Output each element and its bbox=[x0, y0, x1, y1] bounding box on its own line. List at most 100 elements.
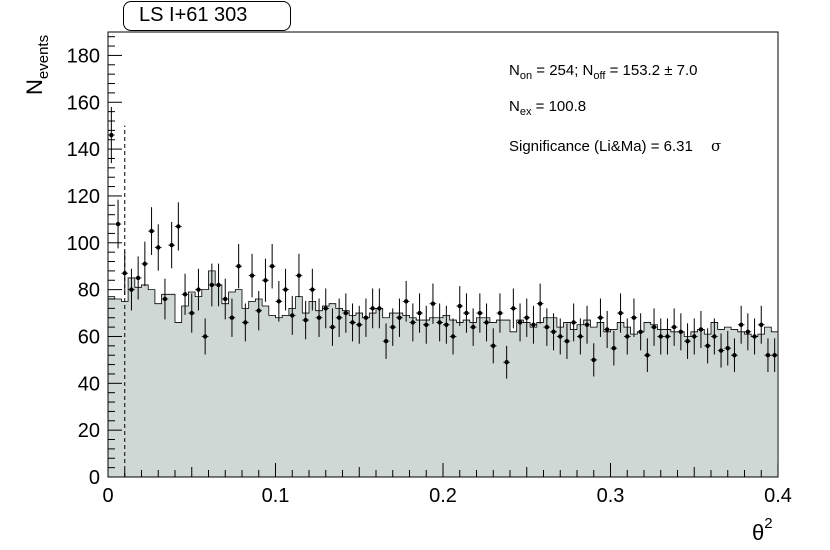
on-marker bbox=[350, 320, 355, 325]
on-marker bbox=[625, 334, 630, 339]
title-box bbox=[123, 1, 291, 31]
on-data-point bbox=[717, 333, 725, 368]
on-data-point bbox=[583, 305, 591, 344]
on-data-point bbox=[597, 298, 604, 337]
on-data-point bbox=[429, 283, 437, 324]
on-marker bbox=[135, 275, 141, 281]
on-marker bbox=[564, 338, 570, 344]
on-data-point bbox=[449, 318, 457, 355]
stat-non-sub: on bbox=[519, 70, 533, 82]
on-data-point bbox=[771, 338, 778, 373]
y-tick-label: 100 bbox=[67, 233, 100, 255]
on-marker bbox=[511, 306, 516, 311]
on-data-point bbox=[677, 313, 685, 351]
on-marker bbox=[122, 271, 127, 276]
on-data-point bbox=[362, 298, 370, 337]
on-marker bbox=[229, 315, 235, 320]
stat-significance: Significance (Li&Ma) = 6.31 σ bbox=[509, 137, 721, 155]
on-marker bbox=[578, 334, 583, 339]
on-data-point bbox=[302, 300, 309, 340]
on-data-point bbox=[329, 308, 336, 346]
on-marker bbox=[196, 287, 201, 292]
stat-significance-text: Significance (Li&Ma) = 6.31 bbox=[509, 138, 693, 155]
on-marker bbox=[430, 301, 436, 306]
on-marker bbox=[343, 310, 349, 316]
on-marker bbox=[296, 273, 302, 278]
on-marker bbox=[591, 357, 596, 363]
on-data-point bbox=[262, 258, 269, 302]
on-marker bbox=[665, 334, 670, 339]
on-marker bbox=[370, 306, 375, 311]
on-marker bbox=[678, 329, 684, 334]
on-marker bbox=[645, 353, 650, 358]
on-marker bbox=[658, 334, 663, 339]
on-marker bbox=[457, 303, 462, 309]
on-marker bbox=[283, 287, 288, 292]
on-data-point bbox=[422, 305, 430, 344]
on-marker bbox=[611, 345, 617, 351]
on-data-point bbox=[342, 293, 350, 333]
stat-non-value: = 254; N bbox=[532, 62, 594, 79]
on-marker bbox=[149, 228, 154, 234]
on-marker bbox=[243, 320, 248, 325]
y-tick-label: 0 bbox=[89, 467, 100, 489]
x-axis-label: θ2 bbox=[752, 515, 773, 545]
on-data-point bbox=[503, 345, 510, 379]
on-marker bbox=[558, 334, 563, 339]
stat-non-label: N bbox=[509, 62, 520, 79]
on-marker bbox=[216, 282, 221, 288]
y-tick-label: 80 bbox=[78, 280, 100, 302]
x-tick-label: 0 bbox=[102, 485, 113, 507]
on-marker bbox=[303, 317, 308, 323]
on-data-point bbox=[670, 308, 678, 346]
on-marker bbox=[752, 334, 757, 339]
on-data-point bbox=[255, 291, 263, 331]
on-data-point bbox=[322, 288, 330, 329]
on-marker bbox=[424, 322, 429, 327]
on-data-point bbox=[288, 295, 296, 335]
on-data-point bbox=[496, 293, 504, 333]
on-data-point bbox=[543, 308, 551, 346]
on-marker bbox=[725, 345, 730, 351]
on-data-point bbox=[610, 330, 618, 366]
on-marker bbox=[464, 310, 469, 316]
on-marker bbox=[477, 310, 483, 316]
on-data-point bbox=[570, 303, 577, 342]
stat-noff-sub: off bbox=[593, 70, 606, 82]
on-data-point bbox=[664, 318, 671, 355]
on-marker bbox=[316, 315, 322, 320]
on-data-point bbox=[483, 303, 490, 342]
chart-axes: 0 20 40 60 80 100 120 140 160 180 0 0.1 0.2 0.3 0.4 bbox=[67, 32, 792, 507]
on-data-point bbox=[764, 338, 772, 373]
on-data-point bbox=[275, 280, 283, 322]
on-marker bbox=[497, 310, 503, 316]
on-data-point bbox=[235, 243, 242, 289]
on-marker bbox=[504, 360, 509, 365]
y-tick-label: 20 bbox=[78, 420, 100, 442]
on-data-point bbox=[134, 256, 142, 300]
on-marker bbox=[437, 320, 442, 325]
on-data-point bbox=[550, 313, 557, 351]
on-marker bbox=[209, 282, 215, 288]
on-data-point bbox=[409, 303, 417, 342]
on-marker bbox=[383, 338, 389, 344]
on-marker bbox=[269, 264, 275, 269]
on-marker bbox=[249, 273, 255, 278]
on-data-point bbox=[623, 318, 631, 355]
on-data-point bbox=[268, 243, 276, 289]
on-marker bbox=[604, 327, 610, 332]
on-data-point bbox=[644, 338, 651, 373]
on-marker bbox=[223, 296, 228, 302]
on-marker bbox=[524, 315, 529, 320]
on-data-point bbox=[731, 338, 738, 373]
on-marker bbox=[685, 338, 690, 344]
on-data-point bbox=[382, 323, 390, 359]
on-data-point bbox=[510, 288, 517, 329]
on-marker bbox=[705, 343, 710, 349]
on-marker bbox=[377, 306, 382, 311]
on-marker bbox=[671, 324, 677, 330]
on-marker bbox=[263, 278, 268, 283]
on-data-point bbox=[751, 318, 758, 355]
on-data-point bbox=[436, 303, 443, 342]
on-marker bbox=[584, 322, 590, 327]
